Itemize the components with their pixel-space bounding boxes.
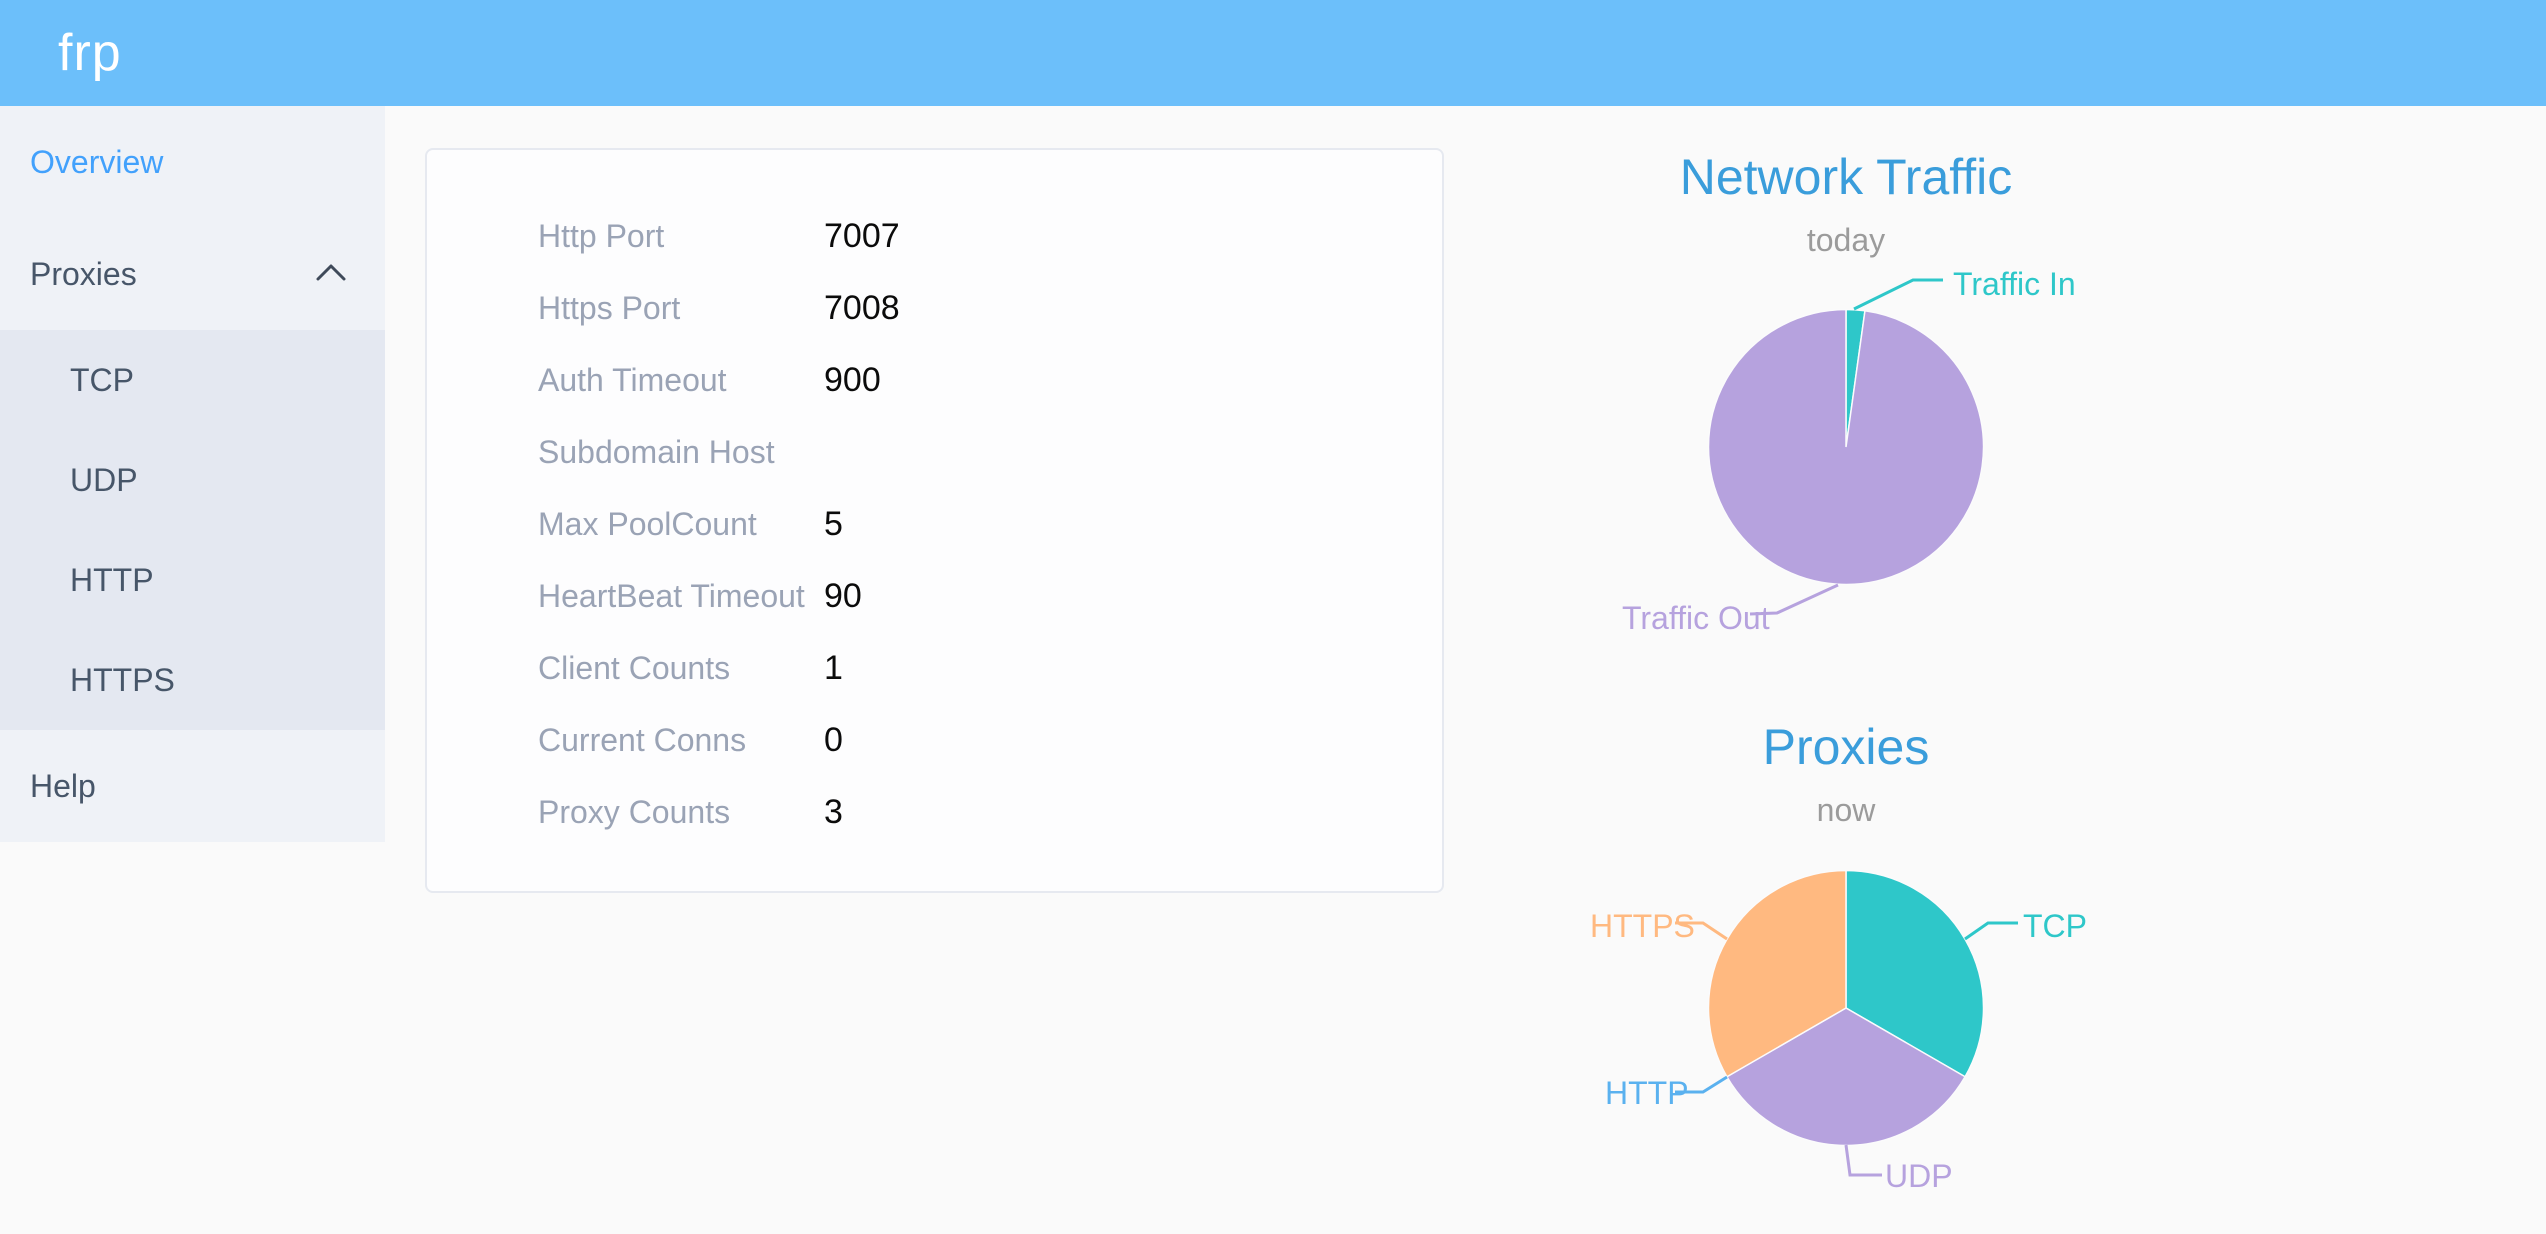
sidebar-item-help[interactable]: Help xyxy=(0,730,385,842)
chart-title: Proxies xyxy=(1762,719,1930,775)
info-value: 90 xyxy=(824,577,862,615)
pie-label-udp: UDP xyxy=(1885,1158,1953,1194)
sidebar-item-label: TCP xyxy=(70,362,134,398)
proxies-pie[interactable] xyxy=(1496,690,2196,1230)
chart-subtitle: now xyxy=(1816,792,1876,828)
app-logo: frp xyxy=(58,24,122,82)
sidebar-item-tcp[interactable]: TCP xyxy=(0,330,385,430)
info-row-https-port: Https Port 7008 xyxy=(427,272,1442,344)
pie-slice-traffic-out[interactable] xyxy=(1707,308,1985,586)
proxies-chart: Proxies now TCP UDP HTTP HTTPS xyxy=(1496,690,2196,1230)
info-row-client-counts: Client Counts 1 xyxy=(427,632,1442,704)
info-label: Proxy Counts xyxy=(538,794,731,830)
pie-slice-https[interactable] xyxy=(1707,869,1847,1078)
network-traffic-pie[interactable] xyxy=(1496,120,2196,660)
leader-line-traffic-in xyxy=(1853,278,1943,311)
info-value: 3 xyxy=(824,793,843,831)
sidebar-item-https[interactable]: HTTPS xyxy=(0,630,385,730)
chevron-up-icon xyxy=(316,264,346,281)
chart-subtitle: today xyxy=(1806,222,1886,258)
sidebar-item-overview[interactable]: Overview xyxy=(0,106,385,218)
sidebar-item-label: HTTP xyxy=(70,562,154,598)
pie-label-http: HTTP xyxy=(1605,1075,1689,1111)
pie-label-traffic-out: Traffic Out xyxy=(1622,600,1770,636)
info-value: 7008 xyxy=(824,289,900,327)
pie-label-tcp: TCP xyxy=(2023,908,2087,944)
info-row-auth-timeout: Auth Timeout 900 xyxy=(427,344,1442,416)
sidebar-item-label: HTTPS xyxy=(70,662,175,698)
leader-line-udp xyxy=(1844,1144,1882,1177)
leader-line-https xyxy=(1675,921,1728,941)
sidebar-item-label: UDP xyxy=(70,462,138,498)
info-row-max-poolcount: Max PoolCount 5 xyxy=(427,488,1442,560)
info-label: Max PoolCount xyxy=(538,506,757,542)
network-traffic-chart: Network Traffic today Traffic In Traffic… xyxy=(1496,120,2196,660)
app-header: frp xyxy=(0,0,2546,106)
sidebar-item-udp[interactable]: UDP xyxy=(0,430,385,530)
info-row-current-conns: Current Conns 0 xyxy=(427,704,1442,776)
info-value: 7007 xyxy=(824,217,900,255)
sidebar-submenu-proxies: TCP UDP HTTP HTTPS xyxy=(0,330,385,730)
pie-label-https: HTTPS xyxy=(1590,908,1695,944)
info-value: 1 xyxy=(824,649,843,687)
info-row-heartbeat-timeout: HeartBeat Timeout 90 xyxy=(427,560,1442,632)
info-label: Client Counts xyxy=(538,650,731,686)
sidebar: Overview Proxies TCP UDP HTTP HTTPS Help xyxy=(0,106,385,1234)
server-info-card: Http Port 7007 Https Port 7008 Auth Time… xyxy=(425,148,1444,893)
leader-line-http xyxy=(1675,1075,1728,1094)
sidebar-item-label: Overview xyxy=(30,144,164,180)
info-label: HeartBeat Timeout xyxy=(538,578,805,614)
sidebar-menu: Overview Proxies TCP UDP HTTP HTTPS Help xyxy=(0,106,385,842)
pie-slice-tcp[interactable] xyxy=(1845,869,1985,1078)
info-label: Current Conns xyxy=(538,722,747,758)
chart-title: Network Traffic xyxy=(1679,149,2013,205)
info-value: 5 xyxy=(824,505,843,543)
info-row-http-port: Http Port 7007 xyxy=(427,200,1442,272)
info-row-proxy-counts: Proxy Counts 3 xyxy=(427,776,1442,848)
sidebar-item-proxies[interactable]: Proxies xyxy=(0,218,385,330)
info-value: 0 xyxy=(824,721,843,759)
info-label: Subdomain Host xyxy=(538,434,775,470)
info-row-subdomain-host: Subdomain Host xyxy=(427,416,1442,488)
leader-line-tcp xyxy=(1964,921,2018,941)
sidebar-item-http[interactable]: HTTP xyxy=(0,530,385,630)
info-value: 900 xyxy=(824,361,881,399)
pie-label-traffic-in: Traffic In xyxy=(1953,266,2076,302)
leader-line-traffic-out xyxy=(1749,583,1839,616)
sidebar-item-label: Help xyxy=(30,768,96,804)
info-label: Https Port xyxy=(538,290,681,326)
sidebar-item-label: Proxies xyxy=(30,256,137,292)
info-label: Auth Timeout xyxy=(538,362,727,398)
info-label: Http Port xyxy=(538,218,665,254)
